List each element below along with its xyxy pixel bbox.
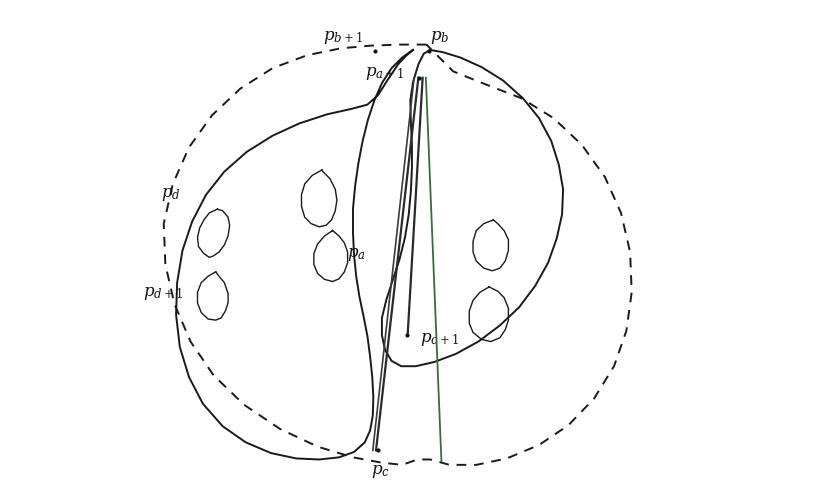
Text: $p_c$: $p_c$: [372, 463, 391, 480]
Text: $p_{d+1}$: $p_{d+1}$: [143, 285, 183, 302]
Text: $p_b$: $p_b$: [430, 29, 449, 46]
Text: $p_d$: $p_d$: [161, 186, 181, 203]
Text: $p_{a+1}$: $p_{a+1}$: [365, 65, 404, 82]
Text: $p_{b+1}$: $p_{b+1}$: [323, 29, 363, 46]
Text: $p_{c+1}$: $p_{c+1}$: [420, 331, 459, 348]
Text: $p_a$: $p_a$: [347, 246, 366, 263]
